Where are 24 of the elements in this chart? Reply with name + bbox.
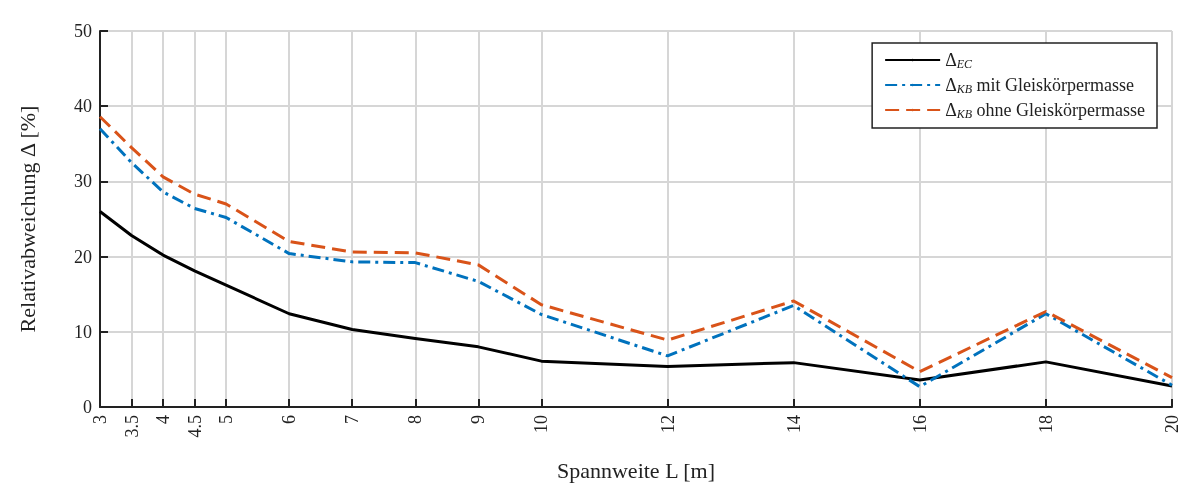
x-tick-label: 6: [279, 415, 300, 424]
y-tick-label: 20: [74, 246, 92, 267]
x-tick-label: 8: [405, 415, 426, 424]
x-axis-title: Spannweite L [m]: [556, 457, 716, 483]
x-tick-label: 18: [1035, 415, 1056, 433]
y-axis-title: Relativabweichung Δ [%]: [14, 105, 40, 333]
x-tick-label: 7: [342, 415, 363, 424]
x-tick-label: 14: [783, 415, 804, 433]
x-tick-label: 5: [216, 415, 237, 424]
x-tick-label: 16: [909, 415, 930, 433]
x-tick-label: 3: [90, 415, 110, 424]
x-tick-label: 3.5: [121, 415, 142, 438]
x-tick-label: 20: [1162, 415, 1182, 433]
x-tick-label: 10: [531, 415, 552, 433]
y-tick-label: 40: [74, 96, 92, 117]
y-tick-label: 10: [74, 321, 92, 342]
x-tick-label: 9: [468, 415, 489, 424]
x-tick-label: 12: [657, 415, 678, 433]
y-tick-label: 50: [74, 21, 92, 41]
x-tick-label: 4.5: [184, 415, 205, 438]
y-tick-label: 30: [74, 171, 92, 192]
y-tick-label: 0: [83, 397, 92, 417]
line-series: [98, 209, 1174, 388]
x-tick-label: 4: [153, 415, 174, 424]
